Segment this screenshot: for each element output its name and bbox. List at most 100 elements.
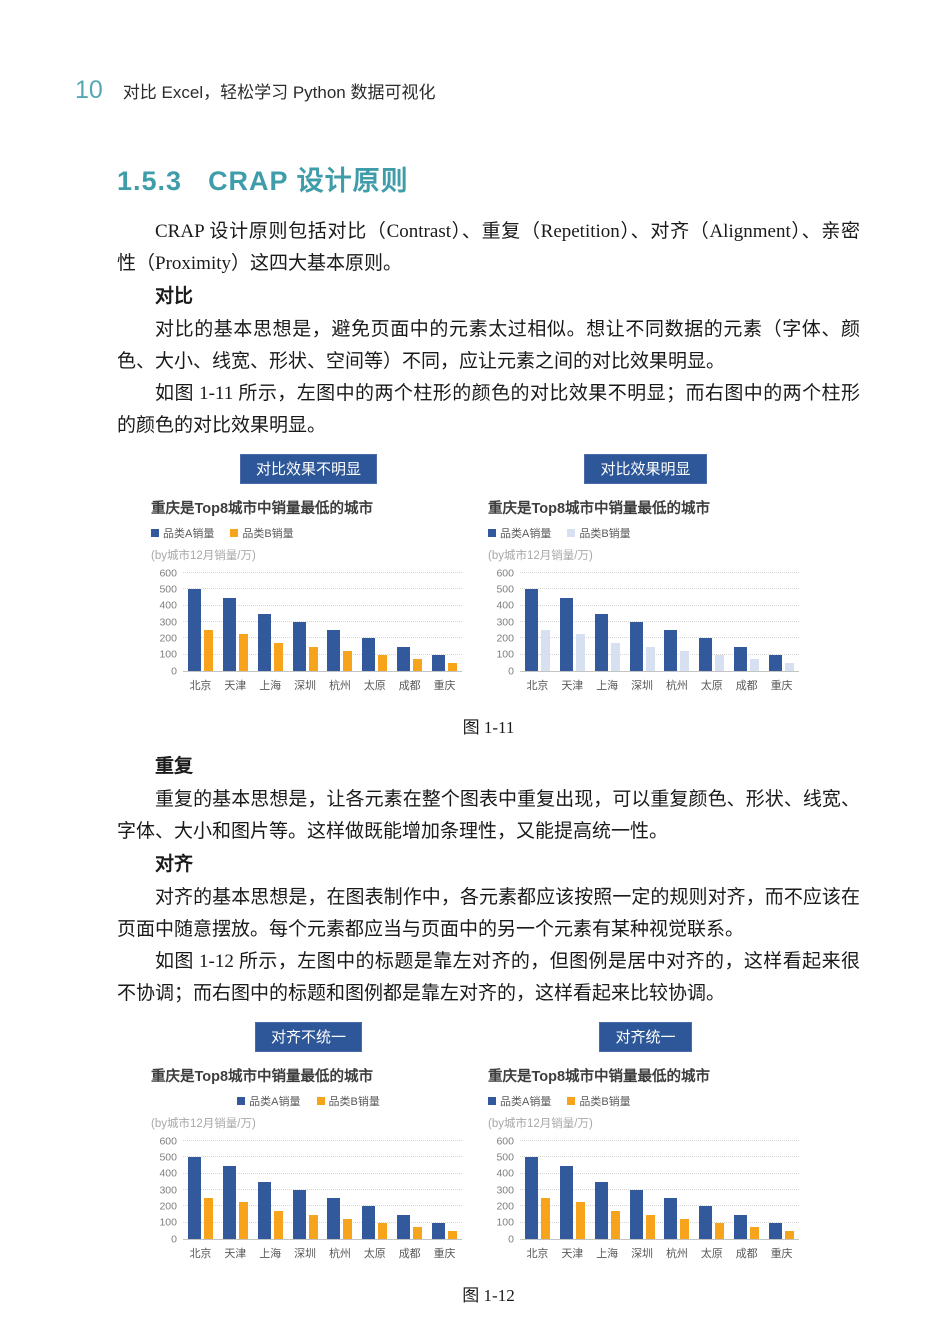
x-axis-label: 天津	[224, 1248, 247, 1261]
bar	[734, 1214, 748, 1240]
legend-swatch-icon	[567, 529, 576, 538]
x-axis-label: 上海	[596, 680, 619, 693]
bar	[203, 630, 213, 672]
page-number: 10	[75, 76, 103, 104]
legend-swatch-icon	[567, 1097, 576, 1106]
chart-title: 重庆是Top8城市中销量最低的城市	[488, 1069, 711, 1086]
x-axis-label: 上海	[259, 680, 282, 693]
chart-plot-area: 0 100 200 300 400 500 600	[496, 568, 799, 676]
subhead-alignment: 对齐	[155, 854, 194, 876]
bar	[238, 1202, 248, 1240]
paragraph-contrast-2: 如图 1-11 所示，左图中的两个柱形的颜色的对比效果不明显；而右图中的两个柱形…	[117, 383, 860, 437]
bar-group	[625, 1141, 660, 1240]
x-axis-label: 天津	[561, 680, 584, 693]
legend-item: 品类A销量	[488, 1093, 551, 1109]
paragraph-intro: CRAP 设计原则包括对比（Contrast）、重复（Repetition）、对…	[117, 221, 860, 275]
figure-1-11: 对比效果不明显 重庆是Top8城市中销量最低的城市 品类A销量 品类B销量 (by…	[147, 454, 807, 693]
legend-item: 品类A销量	[151, 525, 214, 541]
x-axis-label: 太原	[700, 680, 723, 693]
y-tick-label: 600	[496, 1134, 514, 1147]
bar	[785, 662, 795, 672]
x-axis-labels: 北京 天津 上海 深圳 杭州 太原 成都 重庆	[520, 677, 799, 693]
section-title-text: CRAP 设计原则	[208, 166, 409, 196]
gridline	[183, 1140, 462, 1142]
bar-group	[694, 573, 729, 672]
bar-group	[625, 573, 660, 672]
bar	[769, 1222, 783, 1240]
bar	[715, 1222, 725, 1240]
y-tick-label: 500	[496, 583, 514, 596]
chart-title: 重庆是Top8城市中销量最低的城市	[151, 501, 374, 518]
x-axis-labels: 北京 天津 上海 深圳 杭州 太原 成都 重庆	[520, 1245, 799, 1261]
bar	[559, 597, 573, 672]
bar	[629, 622, 643, 672]
section-number: 1.5.3	[117, 166, 183, 196]
x-axis-label: 上海	[259, 1248, 282, 1261]
bar	[222, 1165, 236, 1240]
bar	[273, 642, 283, 672]
bar-group	[555, 573, 590, 672]
bar-groups	[520, 573, 799, 672]
bar-group	[357, 573, 392, 672]
paragraph-alignment-1: 对齐的基本思想是，在图表制作中，各元素都应该按照一定的规则对齐，而不应该在页面中…	[117, 887, 860, 941]
bar-group	[590, 1141, 625, 1240]
legend-item: 品类A销量	[488, 525, 551, 541]
x-axis-label: 重庆	[770, 1248, 793, 1261]
y-tick-label: 0	[171, 664, 177, 677]
badge-row: 对齐统一	[484, 1022, 807, 1053]
bar	[524, 589, 538, 672]
bar-group	[555, 1141, 590, 1240]
y-tick-label: 600	[159, 1134, 177, 1147]
y-tick-label: 200	[159, 1200, 177, 1213]
gridline	[520, 637, 799, 639]
bar	[664, 630, 678, 672]
gridline	[183, 1205, 462, 1207]
y-tick-label: 500	[496, 1151, 514, 1164]
bar	[308, 646, 318, 672]
bar	[378, 1222, 388, 1240]
x-axis-label: 成都	[735, 680, 758, 693]
bar	[750, 1226, 760, 1240]
chart-badge: 对比效果明显	[584, 454, 707, 485]
x-axis-label: 深圳	[294, 1248, 317, 1261]
gridline	[520, 621, 799, 623]
bar-group	[392, 573, 427, 672]
x-axis-label: 北京	[526, 1248, 549, 1261]
x-axis-label: 北京	[526, 680, 549, 693]
bar-group	[590, 573, 625, 672]
gridline	[183, 653, 462, 655]
chart-badge: 对齐不统一	[254, 1022, 362, 1053]
bar	[750, 658, 760, 672]
x-axis-label: 太原	[700, 1248, 723, 1261]
bar	[559, 1165, 573, 1240]
bar-groups	[183, 1141, 462, 1240]
gridline	[183, 621, 462, 623]
legend-swatch-icon	[237, 1097, 246, 1106]
x-axis-label: 深圳	[294, 680, 317, 693]
x-axis-label: 杭州	[665, 1248, 688, 1261]
bar	[413, 1226, 423, 1240]
bar	[378, 654, 388, 672]
bar	[524, 1157, 538, 1240]
gridline	[520, 1140, 799, 1142]
chart-legend: 品类A销量 品类B销量	[151, 1093, 466, 1109]
gridline	[520, 572, 799, 574]
bar	[734, 646, 748, 672]
y-tick-label: 100	[496, 648, 514, 661]
bar	[292, 622, 306, 672]
gridline	[183, 588, 462, 590]
bar	[594, 613, 608, 672]
bar	[699, 638, 713, 672]
bar-group	[253, 1141, 288, 1240]
chart-title: 重庆是Top8城市中销量最低的城市	[151, 1069, 374, 1086]
y-tick-label: 0	[508, 1232, 514, 1245]
chart-legend: 品类A销量 品类B销量	[488, 525, 803, 541]
gridline	[520, 653, 799, 655]
bar	[664, 1198, 678, 1240]
bar	[680, 1218, 690, 1240]
bar-groups	[183, 573, 462, 672]
legend-item: 品类B销量	[567, 1093, 631, 1109]
gridline	[183, 1156, 462, 1158]
bar	[785, 1230, 795, 1240]
x-axis-label: 重庆	[770, 680, 793, 693]
